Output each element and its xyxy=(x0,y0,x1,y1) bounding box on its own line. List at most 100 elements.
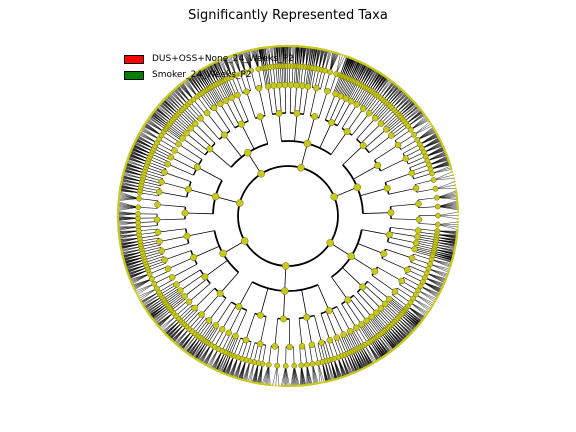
taxon-node xyxy=(243,88,250,95)
taxon-node xyxy=(303,313,311,321)
taxon-node xyxy=(359,142,367,150)
leaf-branch xyxy=(119,191,140,199)
tree-branch xyxy=(367,281,390,300)
leaf-branch xyxy=(339,56,348,76)
taxon-node xyxy=(363,317,370,325)
tree-branch xyxy=(140,186,160,192)
taxon-node xyxy=(257,170,265,178)
leaf-branch xyxy=(228,357,238,376)
tree-branch xyxy=(392,294,408,307)
tree-branch xyxy=(351,113,370,136)
leaf-branch xyxy=(144,296,162,307)
tree-branch xyxy=(214,330,225,347)
taxon-node xyxy=(380,250,388,258)
legend-label: Smoker_24_Weeks_P2 xyxy=(152,70,252,80)
taxon-node xyxy=(359,283,367,291)
tree-branch xyxy=(276,346,279,366)
taxon-node xyxy=(191,120,199,127)
leaf-branch xyxy=(312,363,318,384)
taxon-node xyxy=(414,227,422,234)
taxon-node xyxy=(313,84,320,92)
leaf-branch xyxy=(124,168,144,176)
taxon-node xyxy=(164,160,171,168)
leaf-branch xyxy=(382,331,396,349)
tree-branch xyxy=(319,122,332,149)
leaf-branch xyxy=(188,337,202,354)
leaf-branch xyxy=(121,246,142,250)
leaf-branch xyxy=(418,290,437,299)
leaf-branch xyxy=(417,132,437,141)
tree-branch xyxy=(415,246,434,252)
tree-branch xyxy=(409,160,428,168)
tree-branch xyxy=(259,116,269,144)
tree-branch xyxy=(247,152,262,175)
leaf-branch xyxy=(371,340,382,358)
leaf-tip xyxy=(456,220,459,224)
leaf-branch xyxy=(120,243,141,247)
leaf-tip xyxy=(454,184,457,187)
taxon-node xyxy=(428,170,435,177)
taxon-node xyxy=(333,334,341,341)
leaf-branch xyxy=(385,329,399,346)
tree-branch xyxy=(139,192,159,197)
tree-branch xyxy=(142,247,161,253)
leaf-branch xyxy=(342,58,352,77)
taxon-node xyxy=(386,295,393,303)
taxon-node xyxy=(434,203,441,210)
taxon-node xyxy=(297,163,305,172)
tree-branch xyxy=(355,87,367,105)
leaf-branch xyxy=(185,336,199,352)
taxon-node xyxy=(327,69,333,75)
leaf-branch xyxy=(126,162,146,171)
tree-branch xyxy=(314,344,319,364)
tree-branch xyxy=(237,94,249,122)
tree-branch xyxy=(361,323,374,340)
leaf-branch xyxy=(162,318,179,332)
leaf-branch xyxy=(285,365,290,387)
leaf-branch xyxy=(118,221,139,223)
leaf-branch xyxy=(164,320,181,334)
tree-branch xyxy=(220,81,230,99)
leaf-branch xyxy=(356,65,367,83)
leaf-branch xyxy=(263,364,269,385)
leaf-branch xyxy=(275,46,277,67)
tree-branch xyxy=(357,326,368,344)
tree-branch xyxy=(154,274,172,285)
tree-branch xyxy=(342,79,351,98)
tree-branch xyxy=(342,267,363,288)
leaf-branch xyxy=(347,60,357,79)
leaf-branch xyxy=(130,273,150,280)
tree-branch xyxy=(194,288,215,309)
taxon-node xyxy=(322,67,329,74)
leaf-branch xyxy=(432,254,453,261)
leaf-branch xyxy=(264,364,269,385)
leaf-branch xyxy=(372,76,386,93)
leaf-branch xyxy=(159,315,177,329)
leaf-branch xyxy=(396,99,413,113)
tree-branch xyxy=(303,86,309,115)
legend: DUS+OSS+None_24_Weeks_P2 Smoker_24_Weeks… xyxy=(124,51,294,83)
taxon-node xyxy=(211,192,220,201)
taxon-node xyxy=(435,212,441,219)
leaf-branch xyxy=(361,68,374,86)
tree-branch xyxy=(152,151,170,160)
leaf-branch xyxy=(378,81,392,97)
tree-branch xyxy=(143,251,163,258)
leaf-branch xyxy=(126,264,147,271)
tree-branch xyxy=(415,179,434,185)
leaf-branch xyxy=(199,70,210,89)
taxon-node xyxy=(304,361,310,368)
tree-branch xyxy=(209,87,220,105)
leaf-branch xyxy=(196,72,207,91)
leaf-branch xyxy=(353,63,364,82)
leaf-branch xyxy=(122,251,143,256)
tree-branch xyxy=(159,138,176,150)
tree-branch xyxy=(320,70,326,90)
taxon-node xyxy=(308,341,316,349)
leaf-tip xyxy=(117,230,120,233)
tree-branch xyxy=(197,166,223,181)
tree-branch xyxy=(245,341,252,361)
taxon-node xyxy=(161,256,168,264)
leaf-branch xyxy=(367,343,377,362)
taxon-node xyxy=(175,140,182,148)
